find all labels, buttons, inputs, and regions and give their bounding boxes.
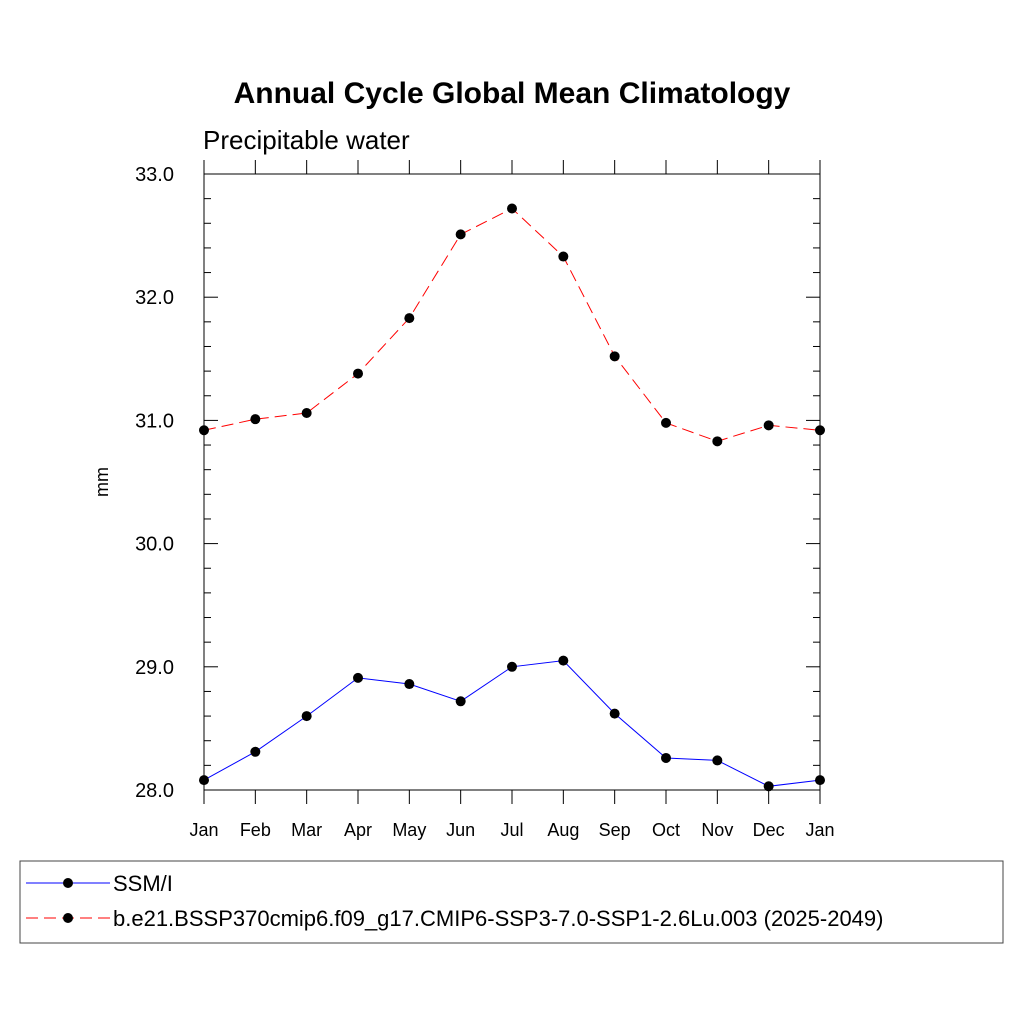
series-1-point [712, 755, 723, 766]
x-tick-label: Jun [446, 820, 475, 840]
legend-marker-1 [63, 878, 73, 888]
series-2-point [250, 414, 261, 425]
y-tick-label: 33.0 [135, 164, 174, 186]
y-tick-label: 30.0 [135, 534, 174, 556]
series-1-point [763, 781, 774, 792]
legend-box [19, 860, 1004, 944]
y-axis-label: mm [92, 467, 112, 497]
x-tick-label: Oct [652, 820, 680, 840]
y-tick-label: 29.0 [135, 657, 174, 679]
x-tick-label: Sep [599, 820, 631, 840]
chart-subtitle: Precipitable water [203, 125, 410, 155]
series-2-point [609, 351, 620, 362]
series-2-point [507, 203, 517, 214]
series-layer [199, 203, 825, 792]
x-tick-label: Dec [753, 820, 785, 840]
series-1-point [507, 661, 517, 672]
series-2-point [763, 420, 774, 431]
series-1-point [404, 679, 415, 690]
series-1-point [661, 752, 671, 763]
series-2-point [712, 436, 723, 447]
x-tick-label: Aug [547, 820, 579, 840]
series-2-point [301, 408, 312, 419]
x-tick-label: Nov [701, 820, 733, 840]
series-1-point [353, 672, 363, 683]
x-tick-label: Jul [500, 820, 523, 840]
series-line-1 [203, 660, 821, 787]
y-tick-label: 28.0 [135, 780, 174, 802]
y-axis: 28.0 29.0 30.0 31.0 32.0 33.0 [135, 164, 820, 802]
legend-label-2: b.e21.BSSP370cmip6.f09_g17.CMIP6-SSP3-7.… [113, 906, 883, 931]
x-tick-label: Mar [291, 820, 322, 840]
series-2-point [404, 313, 415, 324]
plot-frame [203, 173, 821, 791]
series-2-point [199, 425, 209, 436]
x-tick-label: Jan [189, 820, 218, 840]
x-tick-label: Jan [805, 820, 834, 840]
x-axis: Jan Feb Mar Apr May Jun Jul Aug Sep Oct Nov Dec Jan [189, 160, 835, 840]
legend-label-1: SSM/I [113, 871, 173, 896]
series-1-point [301, 711, 312, 722]
x-tick-label: Feb [240, 820, 271, 840]
y-tick-label: 31.0 [135, 410, 174, 432]
series-2-point [455, 229, 466, 240]
series-1-point [609, 708, 620, 719]
series-1-point [250, 746, 261, 757]
x-tick-label: May [392, 820, 426, 840]
series-line-2 [203, 207, 821, 442]
series-2-point [353, 368, 363, 379]
y-tick-label: 32.0 [135, 287, 174, 309]
legend: SSM/I b.e21.BSSP370cmip6.f09_g17.CMIP6-SS… [26, 871, 883, 931]
series-1-point [815, 775, 825, 786]
series-1-point [199, 775, 209, 786]
series-1-point [455, 696, 466, 707]
series-1-point [558, 655, 569, 666]
chart-title: Annual Cycle Global Mean Climatology [234, 77, 791, 110]
series-2-point [661, 417, 671, 428]
x-tick-label: Apr [344, 820, 372, 840]
legend-marker-2 [63, 913, 73, 923]
series-2-point [558, 251, 569, 262]
series-2-point [815, 425, 825, 436]
